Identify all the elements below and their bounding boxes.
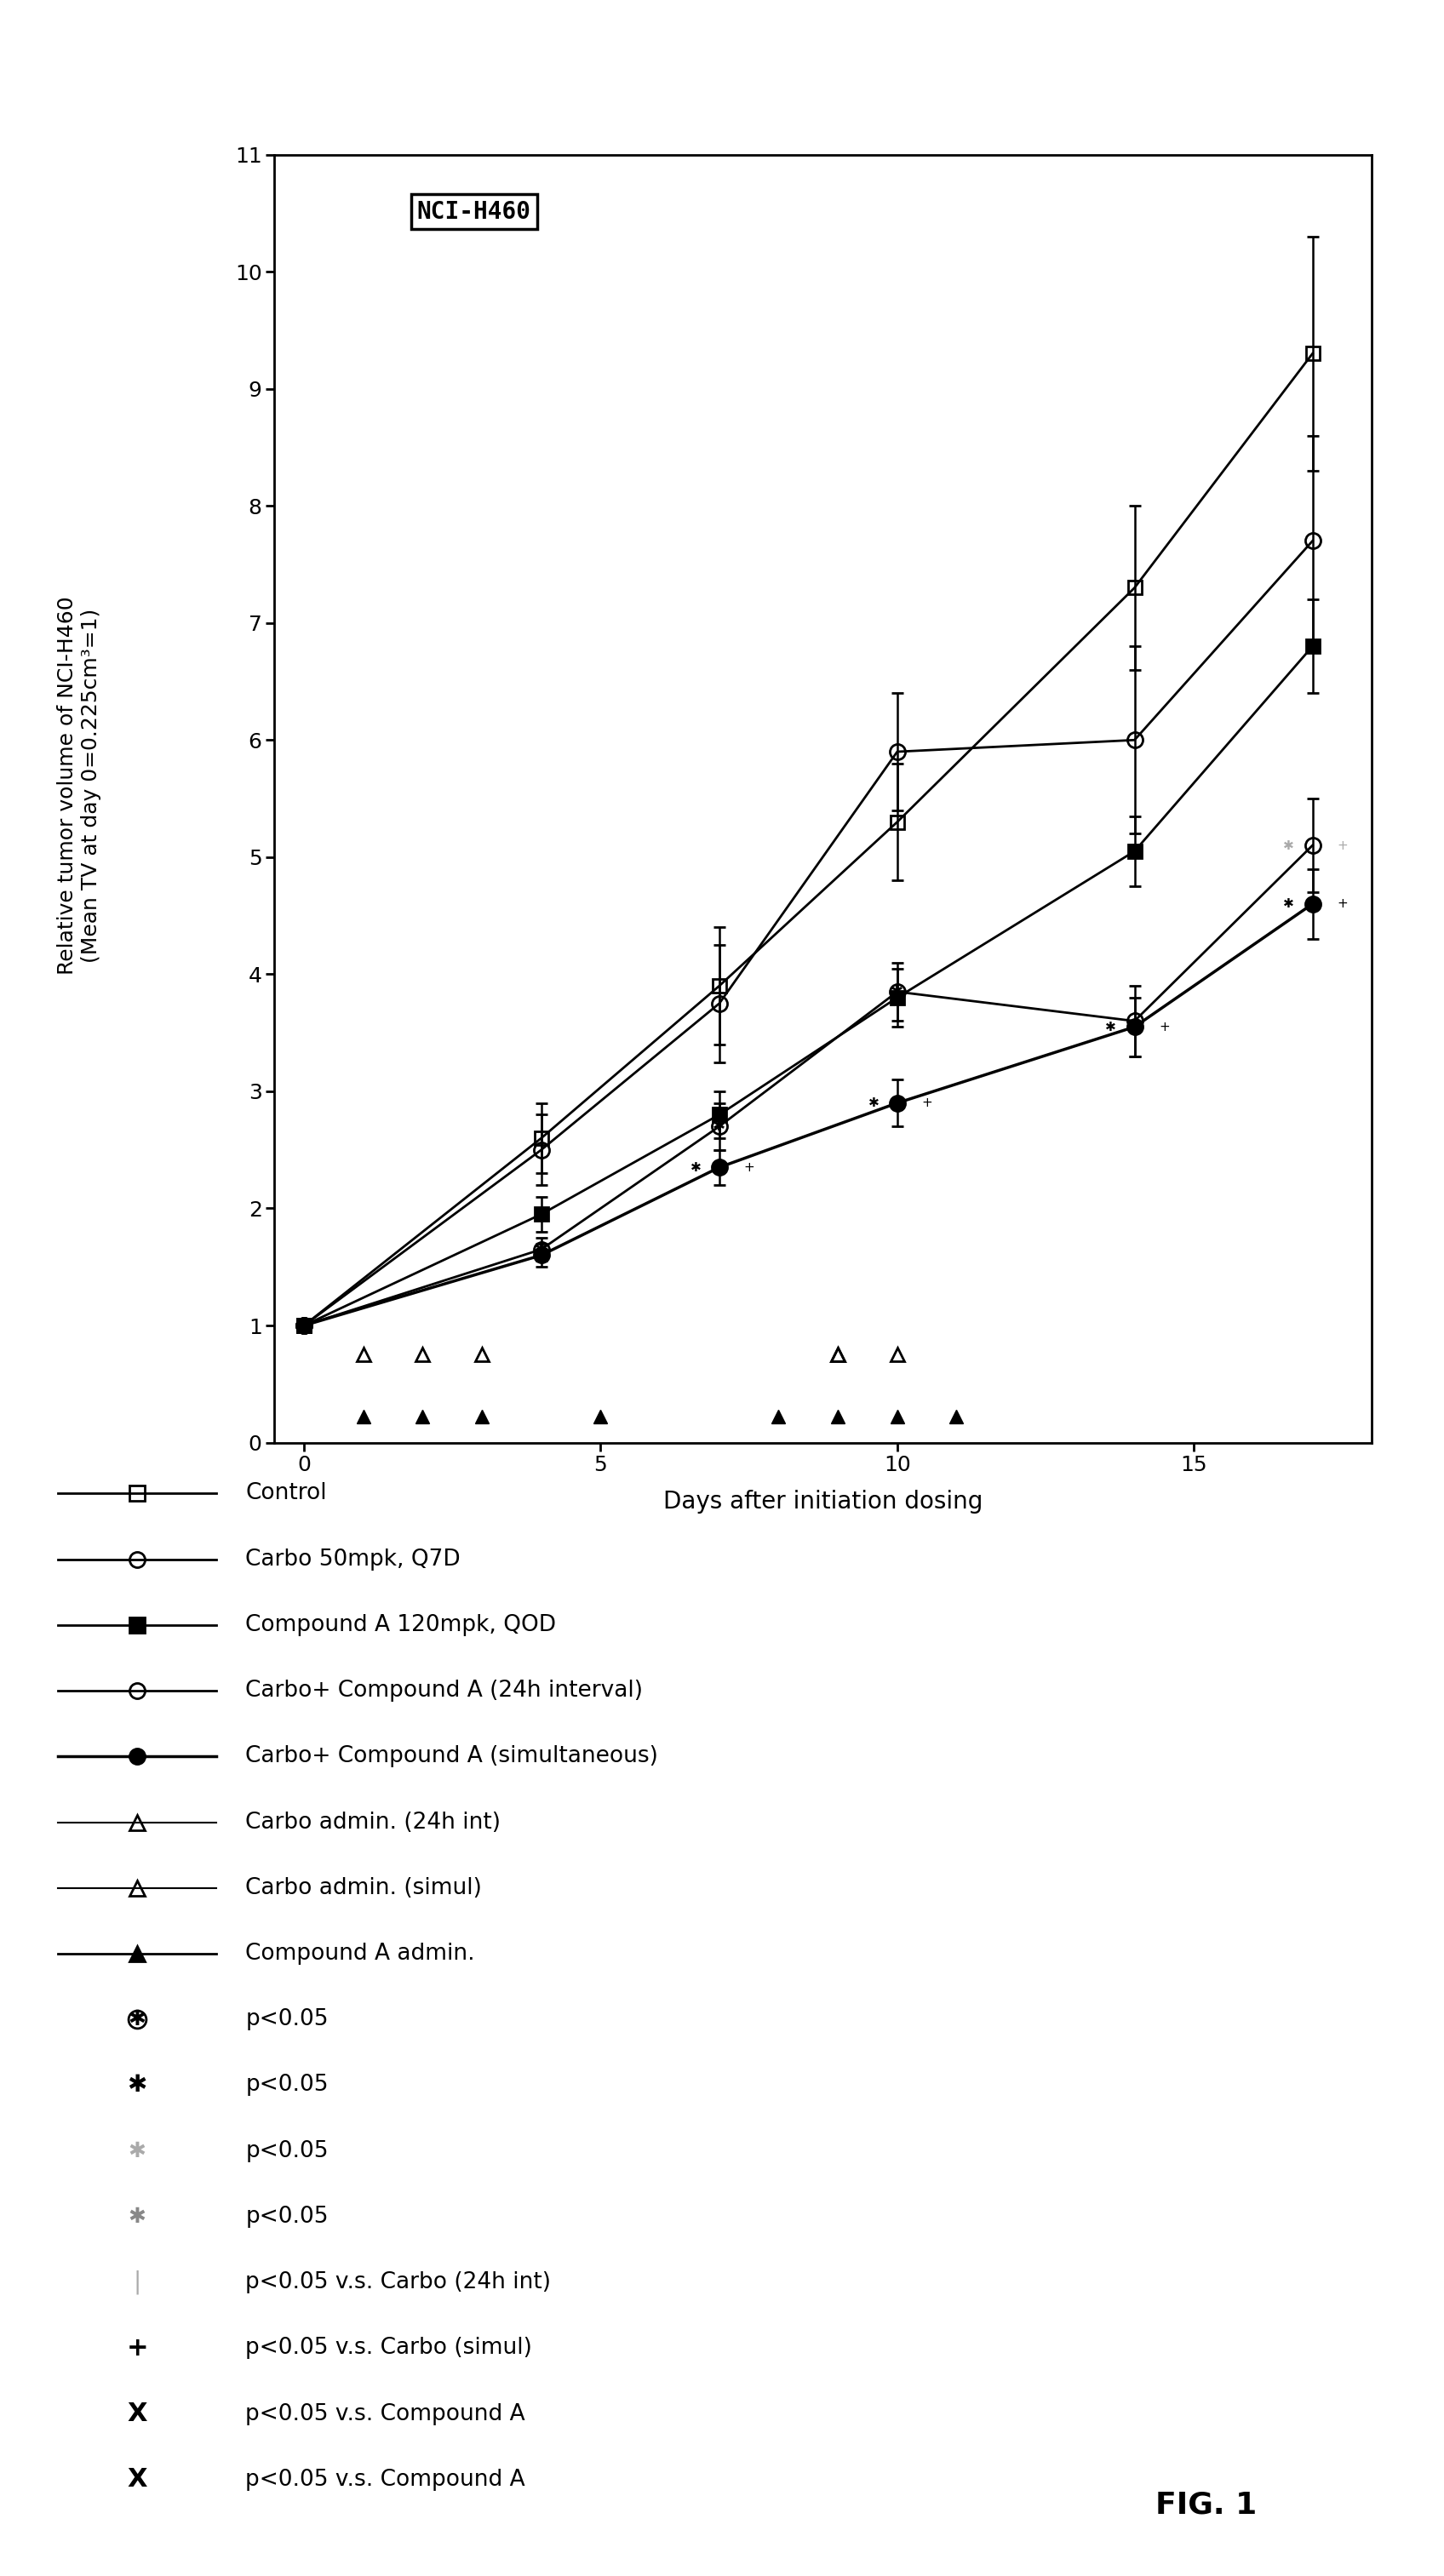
Text: Carbo admin. (24h int): Carbo admin. (24h int) bbox=[245, 1811, 501, 1834]
Text: ✕: ✕ bbox=[1305, 896, 1320, 912]
Text: +: + bbox=[1337, 896, 1347, 909]
Text: ✱: ✱ bbox=[868, 1097, 879, 1110]
Text: p<0.05: p<0.05 bbox=[245, 2141, 328, 2161]
Text: Compound A 120mpk, QOD: Compound A 120mpk, QOD bbox=[245, 1615, 556, 1636]
Text: |: | bbox=[133, 2269, 142, 2295]
Text: p<0.05: p<0.05 bbox=[245, 2205, 328, 2228]
Text: Control: Control bbox=[245, 1484, 326, 1504]
Text: ✱: ✱ bbox=[1284, 840, 1294, 853]
Text: Carbo admin. (simul): Carbo admin. (simul) bbox=[245, 1878, 482, 1899]
Text: X: X bbox=[127, 2401, 147, 2427]
Text: ✱: ✱ bbox=[129, 2009, 146, 2030]
Text: ✱: ✱ bbox=[891, 984, 904, 999]
Text: Compound A admin.: Compound A admin. bbox=[245, 1942, 475, 1965]
Text: ✱: ✱ bbox=[129, 2208, 146, 2226]
Text: Relative tumor volume of NCI-H460
(Mean TV at day 0=0.225cm³=1): Relative tumor volume of NCI-H460 (Mean … bbox=[58, 598, 101, 974]
Text: p<0.05 v.s. Compound A: p<0.05 v.s. Compound A bbox=[245, 2403, 526, 2424]
X-axis label: Days after initiation dosing: Days after initiation dosing bbox=[663, 1489, 983, 1515]
Text: p<0.05: p<0.05 bbox=[245, 2009, 328, 2030]
Text: NCI-H460: NCI-H460 bbox=[417, 201, 531, 224]
Text: ✱: ✱ bbox=[1284, 896, 1294, 909]
Text: p<0.05 v.s. Carbo (simul): p<0.05 v.s. Carbo (simul) bbox=[245, 2336, 533, 2360]
Text: Carbo+ Compound A (simultaneous): Carbo+ Compound A (simultaneous) bbox=[245, 1747, 658, 1767]
Text: ✱: ✱ bbox=[534, 1206, 547, 1221]
Text: ✱: ✱ bbox=[713, 1108, 726, 1123]
Text: +: + bbox=[126, 2336, 149, 2360]
Text: ✱: ✱ bbox=[127, 2074, 147, 2097]
Text: +: + bbox=[1337, 840, 1347, 853]
Text: X: X bbox=[127, 2468, 147, 2491]
Text: +: + bbox=[536, 1249, 547, 1262]
Text: ✱: ✱ bbox=[1128, 842, 1141, 858]
Text: FIG. 1: FIG. 1 bbox=[1155, 2491, 1256, 2519]
Text: Carbo 50mpk, Q7D: Carbo 50mpk, Q7D bbox=[245, 1548, 461, 1571]
Text: Carbo+ Compound A (24h interval): Carbo+ Compound A (24h interval) bbox=[245, 1680, 643, 1703]
Text: ✱: ✱ bbox=[534, 1242, 547, 1257]
Text: ✱: ✱ bbox=[129, 2141, 146, 2161]
Text: p<0.05: p<0.05 bbox=[245, 2074, 328, 2097]
Text: p<0.05 v.s. Carbo (24h int): p<0.05 v.s. Carbo (24h int) bbox=[245, 2272, 552, 2293]
Text: ✱: ✱ bbox=[713, 1118, 726, 1133]
Text: ✱: ✱ bbox=[1105, 1020, 1116, 1033]
Text: ✱: ✱ bbox=[690, 1162, 700, 1175]
Text: +: + bbox=[1158, 1020, 1170, 1033]
Text: ✱: ✱ bbox=[891, 989, 904, 1005]
Text: +: + bbox=[744, 1162, 754, 1175]
Text: +: + bbox=[921, 1097, 933, 1110]
Text: p<0.05 v.s. Compound A: p<0.05 v.s. Compound A bbox=[245, 2468, 526, 2491]
